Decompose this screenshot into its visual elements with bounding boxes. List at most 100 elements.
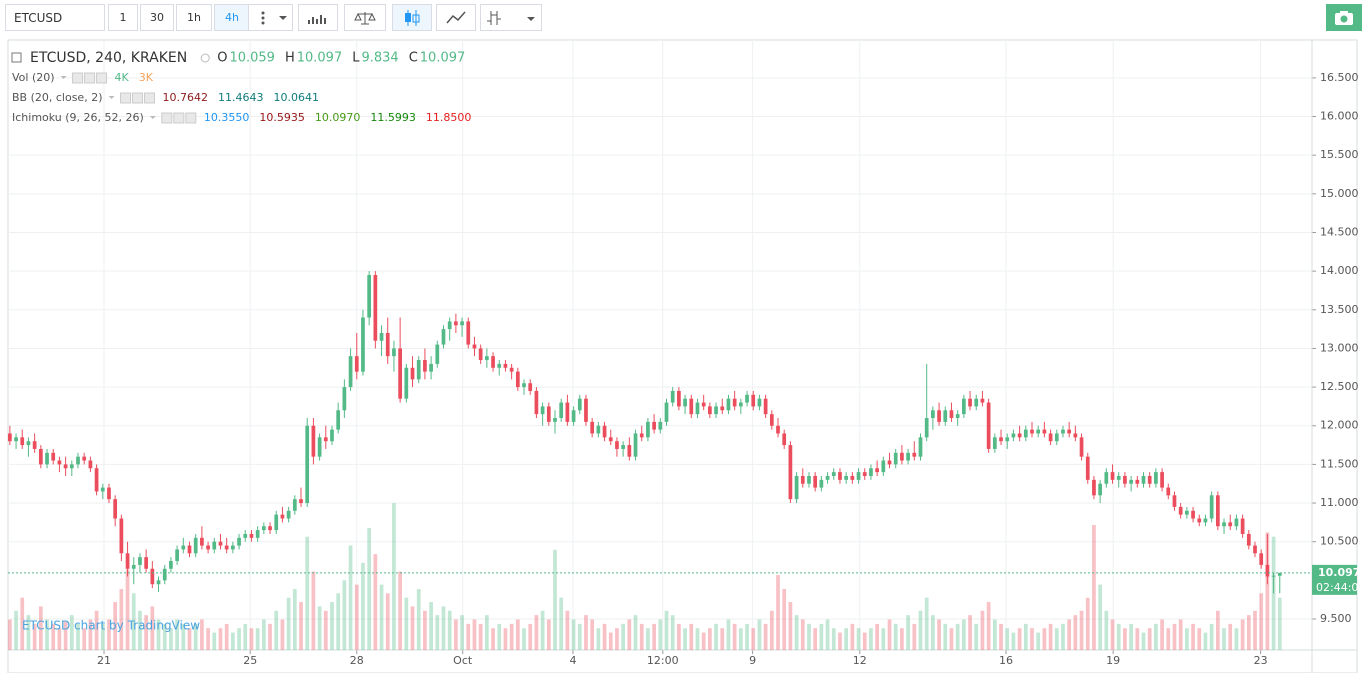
volume-bar [701, 632, 706, 650]
candle-body [354, 356, 359, 372]
volume-bar [454, 619, 458, 650]
volume-bar [924, 597, 929, 650]
volume-bar [441, 606, 446, 650]
volume-bar [76, 623, 80, 650]
volume-bar [670, 615, 675, 650]
volume-bar [1129, 623, 1133, 650]
ohlc-label: O [217, 51, 227, 66]
interval-button[interactable]: 4h [214, 4, 250, 31]
x-tick-label: 25 [243, 654, 257, 667]
volume-bar [280, 619, 285, 650]
candle-body [1110, 472, 1115, 480]
volume-bar [850, 623, 855, 650]
candle-body [584, 398, 588, 422]
volume-bar [664, 610, 669, 650]
compare-button[interactable] [344, 4, 386, 31]
indicator-icon [161, 112, 173, 124]
candle-body [1160, 472, 1164, 488]
candle-body [156, 580, 161, 585]
volume-bar [615, 628, 619, 650]
candle-body [1147, 475, 1152, 484]
indicator-icon [144, 92, 155, 104]
x-tick-label: 16 [999, 654, 1013, 667]
candle-body [1079, 437, 1084, 457]
candle-body [317, 437, 322, 457]
candle-body [243, 533, 248, 538]
candle-body [1265, 564, 1270, 577]
candle-body [906, 452, 910, 461]
volume-bar [838, 632, 842, 650]
interval-button[interactable]: 1h [176, 4, 212, 31]
templates-button[interactable] [480, 4, 542, 31]
volume-bar [20, 597, 25, 650]
volume-bar [206, 628, 210, 650]
volume-bar [1259, 593, 1264, 650]
volume-bar [1123, 628, 1127, 650]
y-tick-label: 15.000 [1320, 187, 1359, 200]
candle-body [1191, 510, 1195, 519]
volume-bar [57, 628, 62, 650]
indicators-button[interactable] [298, 4, 338, 31]
candle-body [144, 557, 149, 569]
volume-bar [367, 528, 372, 650]
volume-bar [1067, 619, 1072, 650]
candle-body [862, 472, 867, 476]
volume-bar [738, 628, 743, 650]
candle-body [237, 537, 241, 546]
candle-body [1073, 433, 1078, 438]
volume-bar [862, 632, 867, 650]
y-tick-label: 15.500 [1320, 148, 1359, 161]
volume-bar [980, 610, 985, 650]
volume-bar [577, 623, 582, 650]
candle-body [231, 545, 235, 550]
chart-frame [7, 39, 1358, 673]
volume-bar [200, 619, 204, 650]
y-tick-label: 11.000 [1320, 496, 1359, 509]
interval-button[interactable]: 30 [140, 4, 174, 31]
watermark: ETCUSD chart by TradingView [22, 619, 200, 633]
y-tick-label: 14.000 [1320, 264, 1359, 277]
candle-body [534, 390, 539, 415]
volume-bar [1141, 632, 1146, 650]
candle-body [931, 410, 935, 419]
volume-bar [119, 589, 124, 650]
volume-bar [144, 615, 149, 650]
candle-body [224, 545, 229, 550]
symbol-input[interactable]: ETCUSD [5, 4, 105, 31]
volume-bar [639, 623, 644, 650]
volume-bar [1116, 623, 1121, 650]
volume-bar [1265, 532, 1270, 650]
candle-body [206, 545, 210, 550]
candle-body [323, 437, 328, 442]
volume-bar [1160, 619, 1164, 650]
candle-body [286, 510, 291, 519]
volume-bar [51, 623, 56, 650]
volume-bar [361, 562, 365, 650]
candle-body [193, 537, 198, 554]
volume-bar [218, 628, 223, 650]
interval-button[interactable]: 1 [108, 4, 138, 31]
last-price-box [1312, 564, 1357, 595]
x-tick-label: 21 [97, 654, 111, 667]
candle-body [8, 433, 12, 442]
candle-body [1098, 483, 1102, 496]
candle-body [503, 363, 508, 368]
candle-body [88, 460, 93, 469]
volume-bar [82, 628, 87, 650]
volume-bar [602, 623, 607, 650]
more-intervals[interactable] [248, 4, 293, 31]
candle-body [305, 425, 310, 504]
volume-bar [677, 623, 681, 650]
candle-body [429, 363, 433, 372]
candles-button[interactable] [392, 4, 432, 31]
candle-body [454, 321, 458, 326]
candle-body [175, 549, 179, 562]
candle-body [330, 429, 334, 442]
candle-body [893, 452, 898, 465]
volume-bar [317, 606, 322, 650]
last-price-label: 10.097 [1318, 566, 1360, 579]
volume-bar [1054, 628, 1059, 650]
snapshot-button[interactable] [1326, 4, 1362, 31]
line-button[interactable] [436, 4, 476, 31]
candle-body [695, 402, 700, 415]
